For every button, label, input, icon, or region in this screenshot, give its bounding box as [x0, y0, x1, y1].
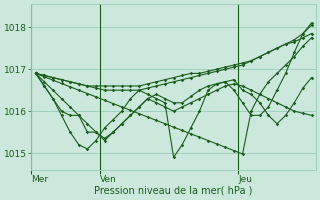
X-axis label: Pression niveau de la mer( hPa ): Pression niveau de la mer( hPa ) — [94, 186, 253, 196]
